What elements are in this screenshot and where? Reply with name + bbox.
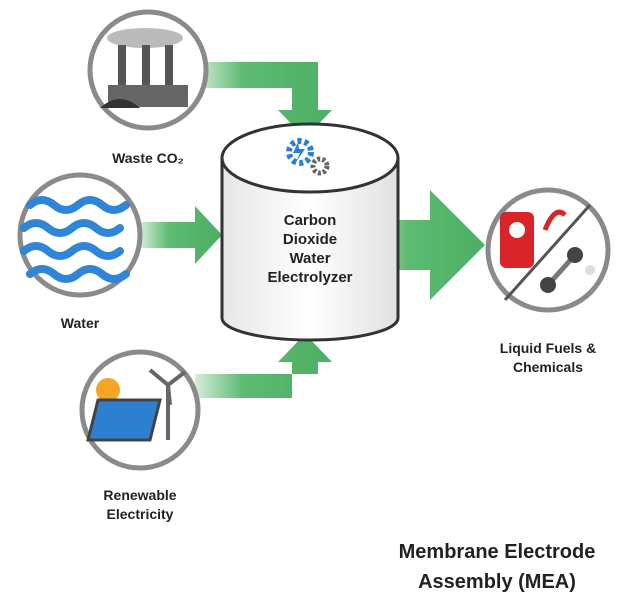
output-label: Liquid Fuels & bbox=[500, 340, 596, 356]
input-label: Electricity bbox=[107, 506, 174, 522]
input-label: Water bbox=[61, 315, 100, 331]
water-node bbox=[20, 175, 140, 295]
input-label: Waste CO₂ bbox=[112, 150, 184, 166]
caption: Assembly (MEA) bbox=[418, 571, 576, 593]
output-node bbox=[488, 190, 608, 310]
input-label: Renewable bbox=[103, 487, 176, 503]
arrow-water bbox=[140, 206, 222, 264]
factory-node bbox=[90, 12, 206, 128]
process-label: Water bbox=[289, 250, 330, 267]
arrow-electricity bbox=[195, 334, 332, 398]
caption: Membrane Electrode bbox=[399, 541, 596, 563]
diagram: Carbon Dioxide Water Electrolyzer Waste … bbox=[0, 0, 623, 602]
renewable-node bbox=[82, 352, 198, 468]
process-label: Electrolyzer bbox=[267, 269, 352, 286]
process-label: Carbon bbox=[284, 212, 337, 229]
process-label: Dioxide bbox=[283, 231, 337, 248]
output-label: Chemicals bbox=[513, 359, 583, 375]
electrolyzer: Carbon Dioxide Water Electrolyzer bbox=[222, 124, 398, 340]
